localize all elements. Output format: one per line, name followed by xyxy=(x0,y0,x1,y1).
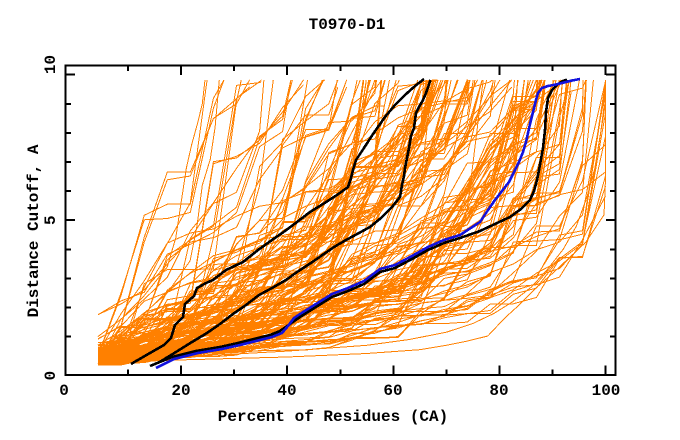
svg-text:0: 0 xyxy=(59,382,69,400)
svg-text:0: 0 xyxy=(42,371,60,381)
svg-text:5: 5 xyxy=(42,215,60,225)
svg-text:Distance Cutoff, A: Distance Cutoff, A xyxy=(25,144,43,317)
svg-text:40: 40 xyxy=(277,382,296,400)
svg-text:80: 80 xyxy=(489,382,508,400)
svg-text:Percent of Residues (CA): Percent of Residues (CA) xyxy=(218,408,448,426)
svg-text:T0970-D1: T0970-D1 xyxy=(309,16,386,34)
svg-text:100: 100 xyxy=(592,382,621,400)
svg-text:20: 20 xyxy=(171,382,190,400)
svg-text:60: 60 xyxy=(383,382,402,400)
svg-text:10: 10 xyxy=(42,55,60,74)
